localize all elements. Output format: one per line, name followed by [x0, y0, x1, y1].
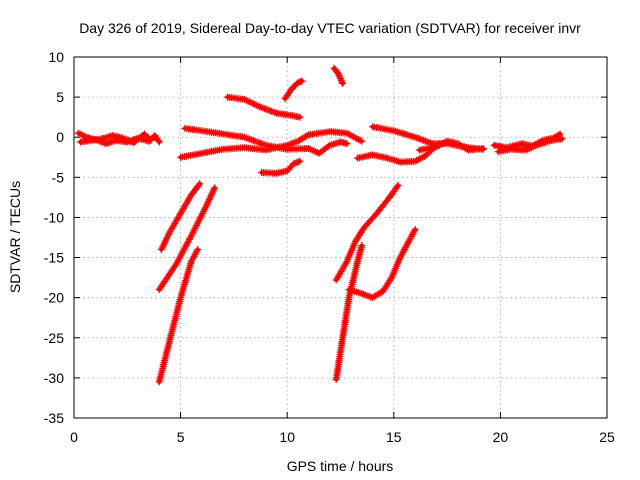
series-arc-13	[494, 135, 566, 156]
y-tick-label: -25	[44, 330, 64, 346]
series-markers	[155, 184, 219, 294]
series-arc-11	[415, 137, 487, 154]
y-axis-label: SDTVAR / TECUs	[7, 181, 23, 293]
series-arc-16	[155, 246, 202, 386]
y-tick-label: -15	[44, 250, 64, 266]
series-markers	[177, 128, 366, 161]
x-tick-label: 25	[599, 429, 615, 445]
series-arc-9	[354, 144, 438, 166]
y-tick-label: -30	[44, 370, 64, 386]
data-layer	[74, 64, 566, 386]
series-arc-7	[258, 157, 304, 177]
series-markers	[415, 137, 487, 154]
series-arc-4	[177, 128, 366, 161]
series-arc-5	[224, 93, 304, 121]
series-markers	[332, 181, 402, 284]
series-markers	[281, 77, 306, 103]
series-arc-6	[281, 77, 306, 103]
x-tick-label: 0	[70, 429, 78, 445]
y-tick-label: 10	[48, 49, 64, 65]
series-arc-19	[345, 226, 419, 302]
series-arc-2	[76, 130, 155, 147]
y-tick-label: -20	[44, 290, 64, 306]
y-tick-label: -5	[52, 169, 65, 185]
y-tick-label: 5	[56, 89, 64, 105]
series-arc-8	[330, 64, 347, 87]
x-tick-label: 15	[386, 429, 402, 445]
series-markers	[258, 157, 304, 177]
y-tick-label: -35	[44, 410, 64, 426]
series-arc-14	[157, 180, 204, 253]
series-markers	[330, 64, 347, 87]
chart-title: Day 326 of 2019, Sidereal Day-to-day VTE…	[79, 20, 581, 36]
tick-layer: 0 5 10 15 20 25 10 5 0 -5 -10 -15 -20 -25 -30 -35	[44, 49, 615, 445]
x-tick-label: 20	[493, 429, 509, 445]
y-tick-label: -10	[44, 209, 64, 225]
series-arc-17	[332, 181, 402, 284]
series-markers	[354, 144, 438, 166]
series-markers	[76, 130, 155, 147]
series-markers	[224, 93, 304, 121]
series-arc-15	[155, 184, 219, 294]
series-markers	[157, 180, 204, 253]
x-tick-label: 5	[177, 429, 185, 445]
x-axis-label: GPS time / hours	[287, 458, 394, 474]
x-tick-label: 10	[279, 429, 295, 445]
plot-frame	[73, 56, 608, 419]
series-markers	[345, 226, 419, 302]
y-tick-label: 0	[56, 129, 64, 145]
series-markers	[155, 246, 202, 386]
series-markers	[494, 135, 566, 156]
